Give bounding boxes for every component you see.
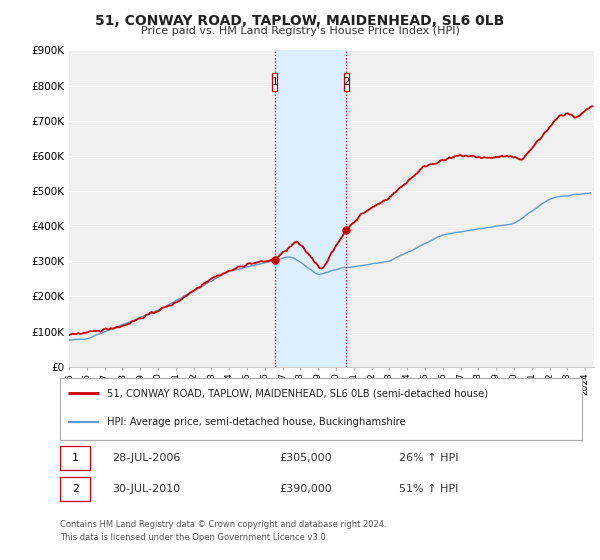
Text: £305,000: £305,000 [279, 453, 332, 463]
Text: 30-JUL-2010: 30-JUL-2010 [112, 484, 181, 494]
Text: 26% ↑ HPI: 26% ↑ HPI [400, 453, 459, 463]
Text: 51, CONWAY ROAD, TAPLOW, MAIDENHEAD, SL6 0LB (semi-detached house): 51, CONWAY ROAD, TAPLOW, MAIDENHEAD, SL6… [107, 389, 488, 398]
FancyBboxPatch shape [344, 73, 349, 91]
FancyBboxPatch shape [60, 477, 90, 501]
Text: 1: 1 [72, 453, 79, 463]
Text: 2: 2 [343, 77, 349, 87]
Text: 51, CONWAY ROAD, TAPLOW, MAIDENHEAD, SL6 0LB: 51, CONWAY ROAD, TAPLOW, MAIDENHEAD, SL6… [95, 14, 505, 28]
Text: Price paid vs. HM Land Registry's House Price Index (HPI): Price paid vs. HM Land Registry's House … [140, 26, 460, 36]
FancyBboxPatch shape [60, 446, 90, 470]
Text: 1: 1 [272, 77, 278, 87]
Text: HPI: Average price, semi-detached house, Buckinghamshire: HPI: Average price, semi-detached house,… [107, 417, 406, 427]
Bar [275, 50, 346, 367]
Text: 2: 2 [72, 484, 79, 494]
Text: Contains HM Land Registry data © Crown copyright and database right 2024.: Contains HM Land Registry data © Crown c… [60, 520, 386, 529]
Text: £390,000: £390,000 [279, 484, 332, 494]
Text: This data is licensed under the Open Government Licence v3.0.: This data is licensed under the Open Gov… [60, 533, 328, 542]
Text: 28-JUL-2006: 28-JUL-2006 [112, 453, 181, 463]
FancyBboxPatch shape [272, 73, 277, 91]
Text: 51% ↑ HPI: 51% ↑ HPI [400, 484, 458, 494]
